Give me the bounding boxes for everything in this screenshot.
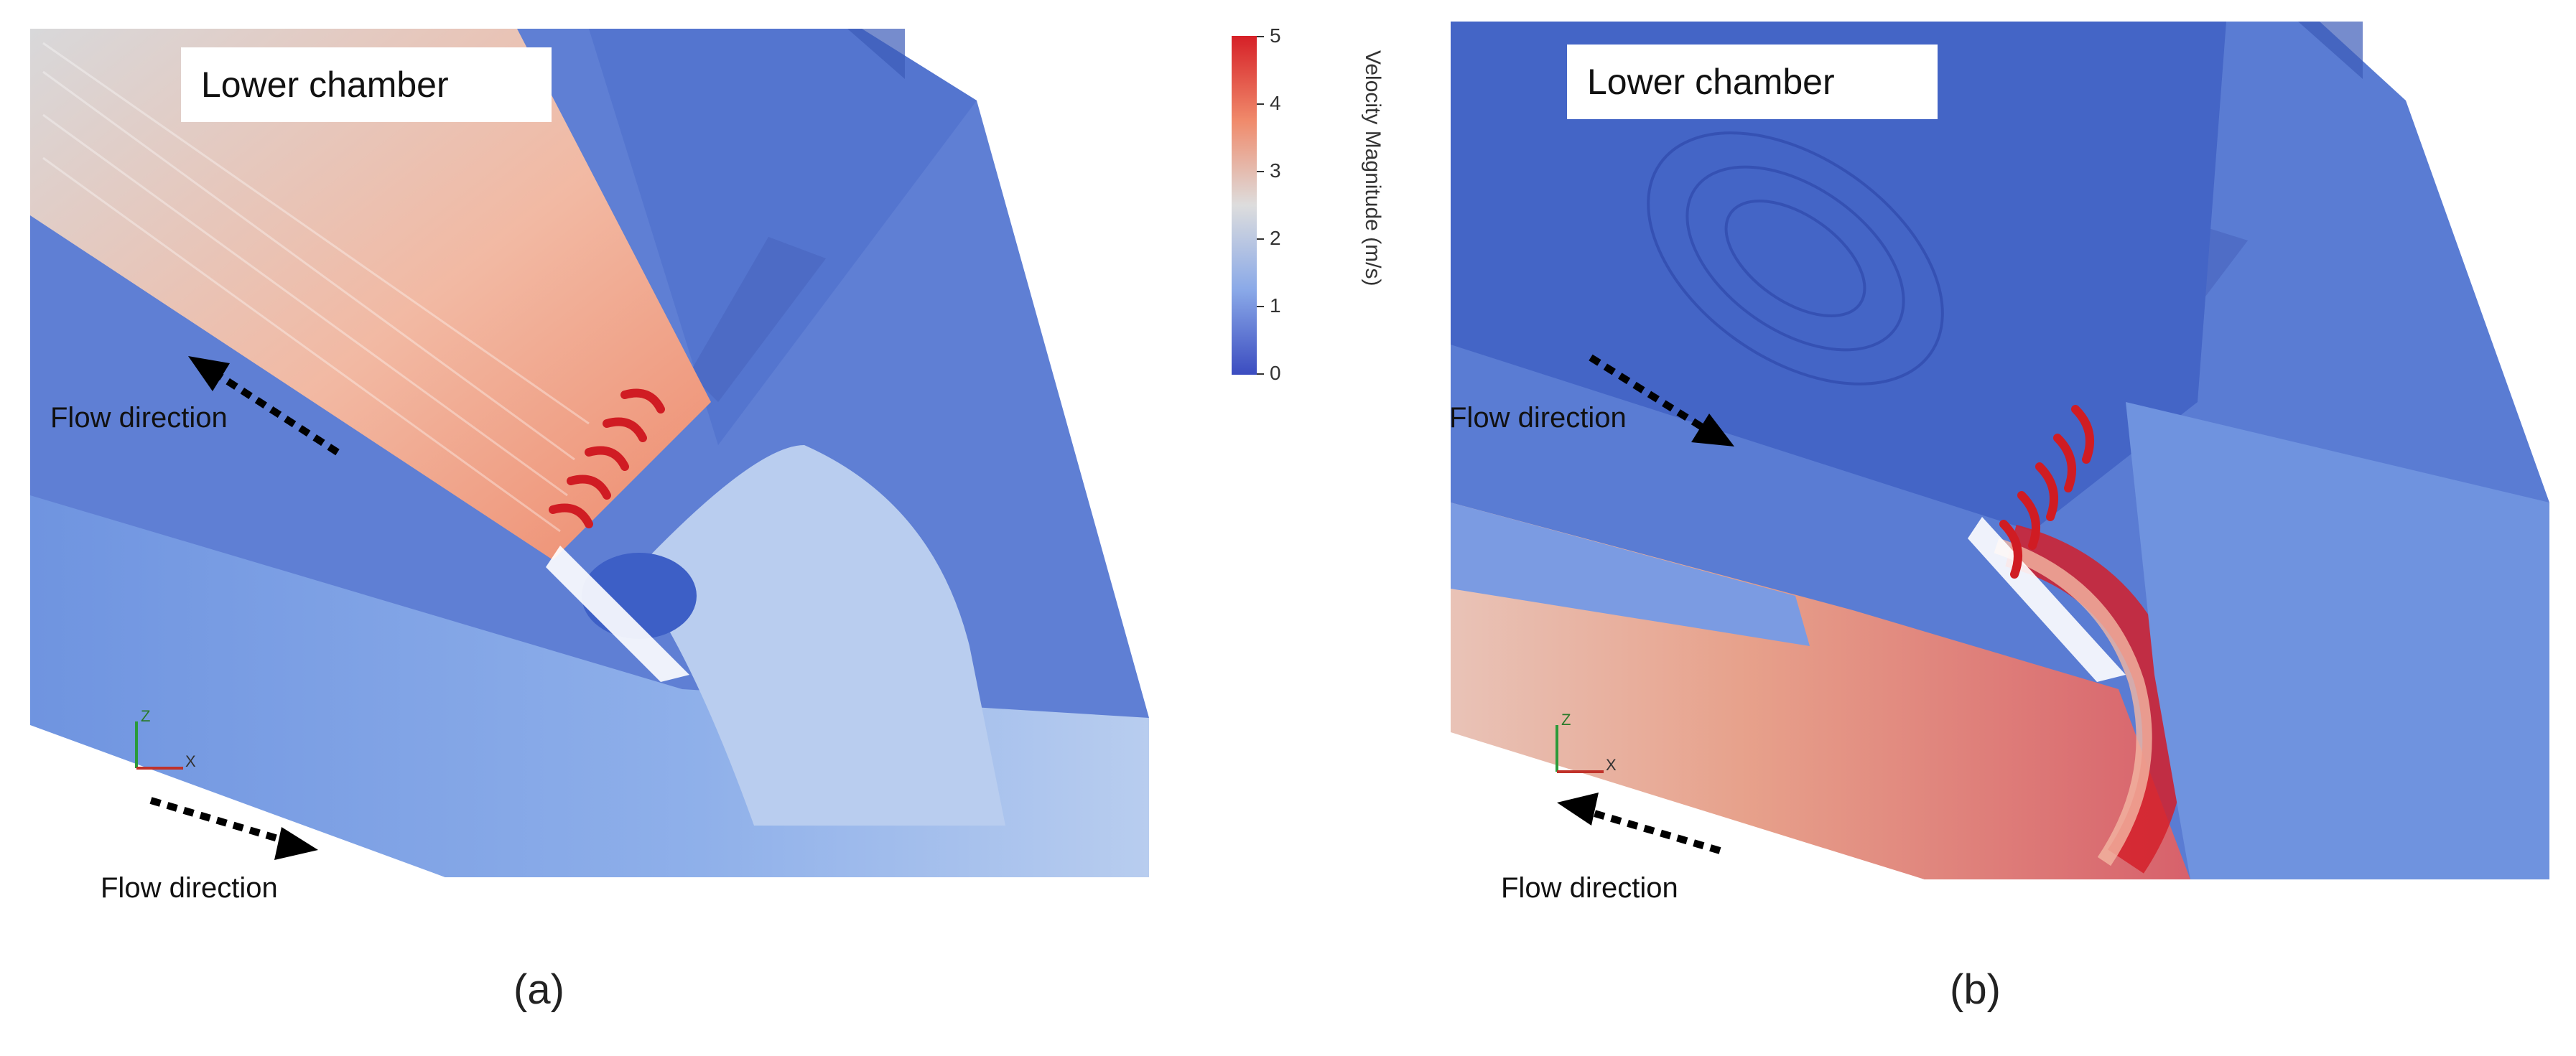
axes-triad-a: Z X — [135, 707, 196, 770]
svg-text:Z: Z — [141, 707, 150, 725]
flow-label-a-upper: Flow direction — [50, 402, 228, 434]
panel-label-b: (b) — [1950, 966, 2001, 1013]
panel-b-geometry: Z X — [1451, 22, 2549, 879]
flow-label-b-lower: Flow direction — [1501, 872, 1678, 904]
colorbar-tick-1: 1 — [1270, 294, 1281, 317]
chamber-label-a: Lower chamber — [181, 47, 552, 122]
colorbar-tick-5: 5 — [1270, 24, 1281, 47]
svg-text:X: X — [185, 752, 196, 770]
flow-arrow-b-upper — [1589, 354, 1734, 447]
colorbar-title: Velocity Magnitude (m/s) — [1361, 50, 1385, 286]
flow-arrow-a-upper — [188, 356, 340, 456]
flow-label-a-lower: Flow direction — [101, 872, 278, 904]
colorbar — [1232, 36, 1264, 375]
chamber-label-b: Lower chamber — [1567, 45, 1938, 119]
svg-text:X: X — [1606, 756, 1617, 774]
colorbar-tick-3: 3 — [1270, 159, 1281, 182]
flow-label-b-upper: Flow direction — [1449, 402, 1627, 434]
flow-arrow-a-lower — [149, 797, 318, 860]
axes-triad-b: Z X — [1556, 711, 1617, 774]
panel-label-a: (a) — [513, 966, 564, 1013]
colorbar-tick-4: 4 — [1270, 92, 1281, 114]
flow-arrow-b-lower — [1557, 793, 1721, 854]
colorbar-tick-2: 2 — [1270, 227, 1281, 249]
colorbar-tick-0: 0 — [1270, 362, 1281, 384]
panel-a-geometry: Z X — [30, 29, 1149, 877]
svg-text:Z: Z — [1561, 711, 1571, 729]
